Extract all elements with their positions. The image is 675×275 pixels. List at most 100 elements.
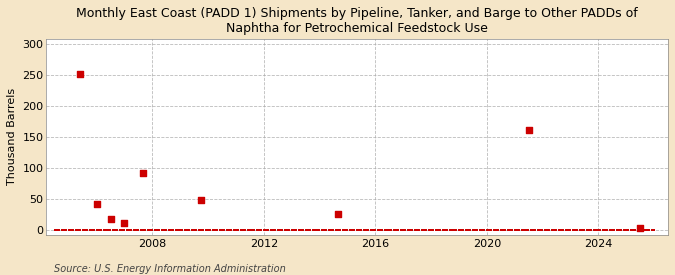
Point <box>91 202 102 206</box>
Point <box>388 227 399 232</box>
Point <box>186 227 197 232</box>
Point <box>556 227 566 232</box>
Point <box>312 227 323 232</box>
Point <box>586 227 597 232</box>
Point <box>488 227 499 232</box>
Point <box>302 227 313 232</box>
Point <box>523 227 534 232</box>
Point <box>581 227 592 232</box>
Point <box>514 227 524 232</box>
Point <box>328 227 339 232</box>
Point <box>138 227 148 232</box>
Point <box>307 227 318 232</box>
Point <box>321 227 332 232</box>
Point <box>244 227 255 232</box>
Point <box>323 227 334 232</box>
Point <box>98 227 109 232</box>
Point <box>346 227 357 232</box>
Point <box>535 227 545 232</box>
Point <box>591 227 601 232</box>
Point <box>574 227 585 232</box>
Point <box>356 227 367 232</box>
Point <box>140 227 151 232</box>
Point <box>639 227 650 232</box>
Y-axis label: Thousand Barrels: Thousand Barrels <box>7 88 17 185</box>
Point <box>168 227 179 232</box>
Point <box>49 227 60 232</box>
Point <box>451 227 462 232</box>
Point <box>217 227 227 232</box>
Point <box>479 227 490 232</box>
Point <box>481 227 492 232</box>
Point <box>418 227 429 232</box>
Point <box>641 227 652 232</box>
Point <box>583 227 594 232</box>
Point <box>460 227 471 232</box>
Point <box>551 227 562 232</box>
Point <box>165 227 176 232</box>
Point <box>89 227 100 232</box>
Point <box>614 227 624 232</box>
Point <box>623 227 634 232</box>
Point <box>495 227 506 232</box>
Point <box>404 227 415 232</box>
Point <box>338 227 348 232</box>
Point <box>238 227 248 232</box>
Point <box>593 227 603 232</box>
Point <box>377 227 387 232</box>
Point <box>84 227 95 232</box>
Point <box>616 227 627 232</box>
Point <box>75 227 86 232</box>
Point <box>233 227 244 232</box>
Point <box>200 227 211 232</box>
Point <box>558 227 569 232</box>
Point <box>175 227 186 232</box>
Point <box>333 227 344 232</box>
Point <box>477 227 487 232</box>
Point <box>512 227 522 232</box>
Point <box>103 227 113 232</box>
Point <box>335 227 346 232</box>
Point <box>133 227 144 232</box>
Point <box>620 227 631 232</box>
Point <box>154 227 165 232</box>
Point <box>272 227 283 232</box>
Point <box>516 227 527 232</box>
Point <box>609 227 620 232</box>
Point <box>604 227 615 232</box>
Point <box>634 227 645 232</box>
Point <box>314 227 325 232</box>
Point <box>500 227 511 232</box>
Point <box>309 227 320 232</box>
Point <box>472 227 483 232</box>
Point <box>562 227 573 232</box>
Point <box>119 221 130 226</box>
Point <box>549 227 560 232</box>
Point <box>293 227 304 232</box>
Point <box>202 227 213 232</box>
Point <box>344 227 355 232</box>
Point <box>286 227 297 232</box>
Point <box>221 227 232 232</box>
Point <box>518 227 529 232</box>
Point <box>135 227 146 232</box>
Point <box>80 227 90 232</box>
Point <box>630 227 641 232</box>
Point <box>101 227 111 232</box>
Point <box>75 72 86 76</box>
Point <box>52 227 63 232</box>
Point <box>112 227 123 232</box>
Point <box>96 227 107 232</box>
Point <box>124 227 134 232</box>
Point <box>110 227 121 232</box>
Point <box>396 227 406 232</box>
Point <box>77 227 88 232</box>
Point <box>184 227 195 232</box>
Point <box>544 227 555 232</box>
Point <box>342 227 353 232</box>
Point <box>247 227 258 232</box>
Point <box>634 226 645 231</box>
Point <box>349 227 360 232</box>
Point <box>507 227 518 232</box>
Point <box>259 227 269 232</box>
